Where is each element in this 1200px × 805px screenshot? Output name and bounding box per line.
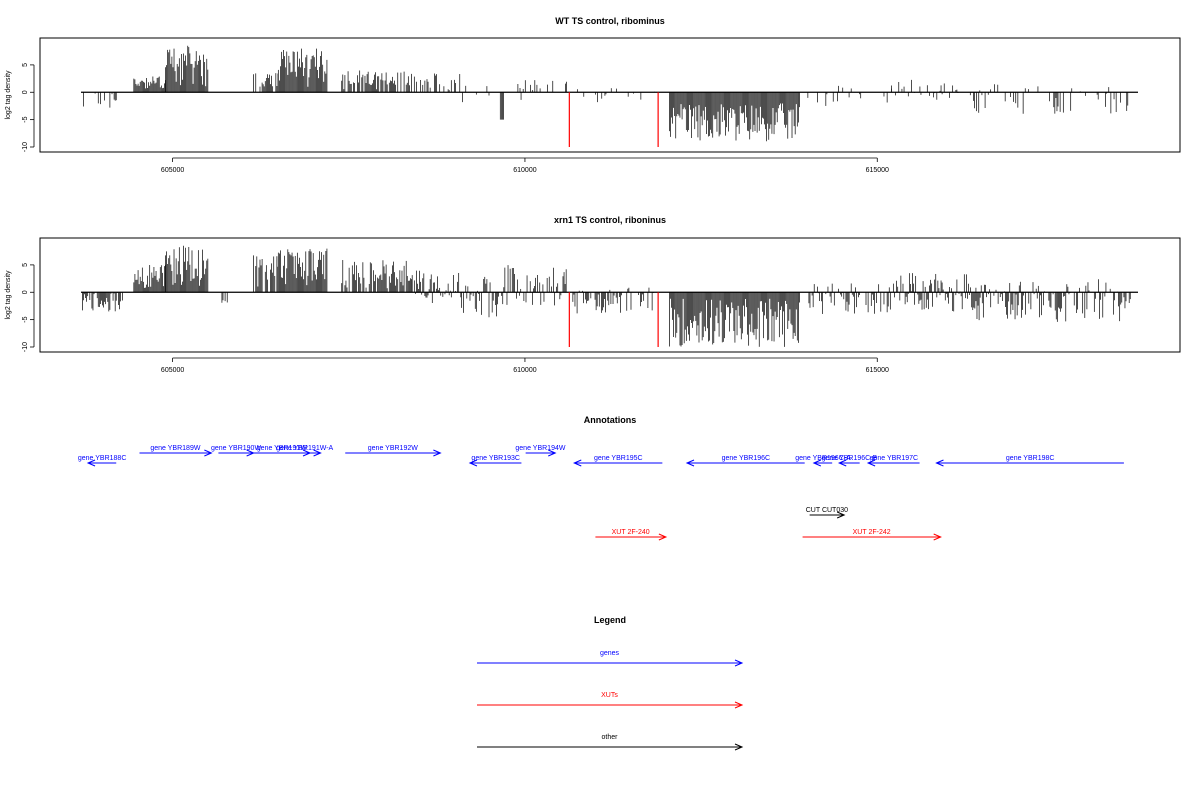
annotations-title: Annotations — [584, 415, 637, 425]
feature-label: gene YBR197C — [870, 455, 919, 462]
annotation-feature: gene YBR196C-A — [795, 455, 851, 467]
feature-arrow-head — [246, 449, 255, 457]
wt-x-tick-label: 605000 — [161, 167, 184, 174]
wt-y-axis-label: log2 tag density — [5, 70, 12, 120]
annotation-feature: gene YBR190W — [211, 445, 261, 457]
wt-plot-frame — [39, 37, 1181, 153]
xrn1-x-tick-label: 605000 — [161, 367, 184, 374]
feature-arrow-head — [658, 533, 668, 541]
xrn1-highlight-bars — [568, 292, 659, 347]
annotation-feature: gene YBR193C — [468, 455, 522, 467]
annotation-feature: gene YBR197C — [866, 455, 920, 467]
xrn1-y-tick-label: -5 — [22, 316, 29, 322]
wt-panel-title: WT TS control, ribominus — [555, 16, 665, 26]
feature-arrow-head — [866, 459, 876, 467]
legend-panel: Legend genes XUTs other — [477, 615, 744, 751]
xrn1-panel-title: xrn1 TS control, riboninus — [554, 215, 666, 225]
feature-label: gene YBR188C — [78, 455, 127, 462]
legend-title: Legend — [594, 615, 626, 625]
annotation-feature: gene YBR196C-B — [822, 455, 878, 467]
xrn1-density-panel: xrn1 TS control, riboninus -10 -5 0 5 60500… — [5, 215, 1181, 374]
xrn1-x-tick-label: 610000 — [513, 367, 536, 374]
wt-y-tick-label: -10 — [22, 142, 29, 152]
legend-arrow-head — [734, 743, 744, 751]
legend-item: XUTs — [477, 692, 744, 709]
feature-arrow-head — [548, 449, 557, 457]
legend-item-label: genes — [600, 650, 620, 657]
xrn1-x-tick-label: 615000 — [866, 367, 889, 374]
feature-label: gene YBR196C-A — [795, 455, 851, 462]
annotation-feature: gene YBR192W — [345, 445, 442, 457]
feature-label: gene YBR198C — [1006, 455, 1055, 462]
annotation-feature: gene YBR189W — [139, 445, 213, 457]
annotation-feature: gene YBR194W — [515, 445, 566, 457]
feature-label: gene YBR189W — [150, 445, 200, 452]
wt-density-bars — [83, 45, 1129, 142]
feature-label: gene YBR194W — [515, 445, 565, 452]
feature-arrow-head — [836, 511, 846, 519]
feature-label: gene YBR193C — [471, 455, 520, 462]
annotation-feature: gene YBR188C — [78, 455, 127, 467]
feature-arrow-head — [313, 449, 322, 457]
wt-highlight-bars — [568, 92, 659, 147]
feature-arrow-head — [935, 459, 944, 467]
annotation-feature: XUT 2F-240 — [595, 529, 668, 541]
legend-arrow-head — [734, 659, 744, 667]
feature-label: gene YBR190W — [211, 445, 261, 452]
annotation-feature: gene YBR198C — [935, 455, 1124, 467]
wt-x-axis: 605000 610000 615000 — [161, 157, 889, 174]
wt-y-tick-label: 0 — [22, 90, 29, 94]
feature-label: gene YBR191W-A — [276, 445, 333, 452]
annotation-feature: gene YBR195C — [572, 455, 663, 467]
wt-y-tick-label: 5 — [22, 63, 29, 67]
annotation-feature: CUT CUT030 — [806, 507, 848, 519]
feature-label: gene YBR192W — [368, 445, 418, 452]
legend-items: genes XUTs other — [477, 650, 744, 751]
legend-item-label: XUTs — [601, 692, 618, 699]
wt-density-panel: WT TS control, ribominus -10-505 605000 6… — [5, 16, 1181, 174]
annotations-panel: Annotations gene YBR188C gene YBR189W gene… — [78, 415, 1124, 541]
feature-label: gene YBR196C-B — [822, 455, 878, 462]
legend-item: other — [477, 734, 744, 751]
feature-arrow-head — [86, 459, 96, 467]
annotation-feature: gene YBR191W-A — [276, 445, 334, 457]
wt-y-axis: -10 -5 0 5 — [22, 63, 35, 152]
feature-label: XUT 2F-240 — [612, 529, 650, 536]
xrn1-y-axis: -10 -5 0 5 — [22, 263, 35, 352]
feature-arrow-head — [837, 459, 847, 467]
xrn1-x-axis: 605000 610000 615000 — [161, 357, 889, 374]
wt-x-tick-label: 615000 — [866, 167, 889, 174]
xrn1-y-axis-label: log2 tag density — [5, 270, 12, 320]
feature-arrow-head — [933, 533, 942, 541]
wt-x-tick-label: 610000 — [513, 167, 536, 174]
feature-arrow-head — [685, 459, 695, 467]
feature-label: gene YBR196C — [722, 455, 771, 462]
feature-arrow-head — [468, 459, 478, 467]
wt-y-tick-label: -5 — [22, 116, 29, 122]
xrn1-y-tick-label: 0 — [22, 290, 29, 294]
annotation-feature: XUT 2F-242 — [802, 529, 942, 541]
feature-arrow-head — [812, 459, 822, 467]
feature-label: gene YBR195C — [594, 455, 643, 462]
feature-label: XUT 2F-242 — [853, 529, 891, 536]
feature-label: gene YBR191W — [257, 445, 307, 452]
legend-arrow-head — [734, 701, 744, 709]
xrn1-y-tick-label: -10 — [22, 342, 29, 352]
feature-arrow-head — [204, 449, 213, 457]
xrn1-y-tick-label: 5 — [22, 263, 29, 267]
feature-arrow-head — [572, 459, 582, 467]
legend-item-label: other — [602, 734, 619, 741]
annotation-feature: gene YBR196C — [685, 455, 805, 467]
xrn1-density-bars — [82, 245, 1131, 347]
legend-item: genes — [477, 650, 744, 667]
xrn1-plot-frame — [39, 237, 1181, 353]
feature-arrow-head — [433, 449, 442, 457]
feature-label: CUT CUT030 — [806, 507, 848, 514]
